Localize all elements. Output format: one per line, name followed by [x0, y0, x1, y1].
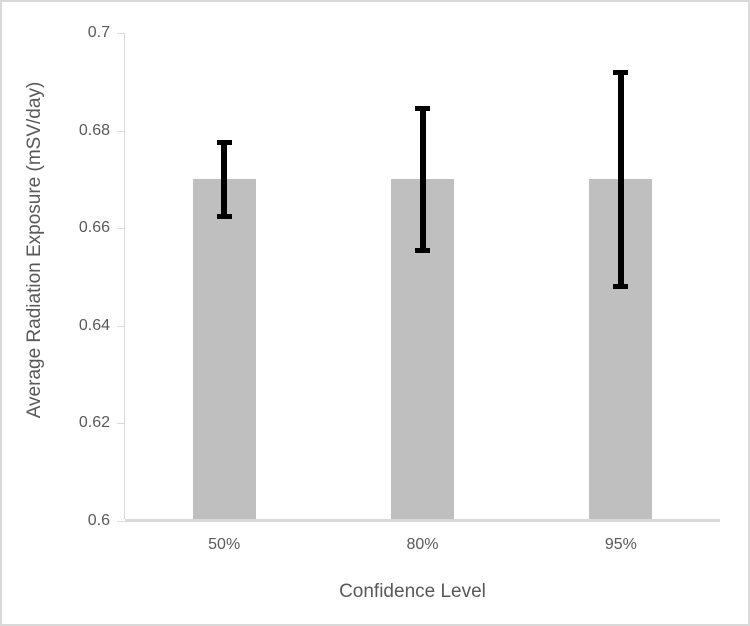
- y-tick-mark: [117, 521, 125, 522]
- y-tick-label: 0.64: [78, 316, 110, 334]
- y-tick-mark: [117, 130, 125, 132]
- x-axis-title: Confidence Level: [339, 581, 486, 602]
- x-category-label: 50%: [208, 536, 241, 553]
- error-bar-cap-bottom: [216, 213, 232, 219]
- y-tick-label: 0.7: [87, 24, 110, 41]
- error-bar-cap-bottom: [613, 284, 629, 290]
- y-tick-mark: [117, 228, 125, 230]
- y-tick-label: 0.62: [78, 414, 110, 432]
- error-bar-cap-bottom: [415, 247, 430, 253]
- error-bar-stem: [617, 72, 624, 287]
- error-bar-cap-top: [613, 69, 629, 75]
- error-bar-stem: [221, 142, 228, 216]
- y-tick-label: 0.6: [87, 512, 110, 529]
- y-tick-mark: [117, 33, 125, 34]
- y-axis-line: [124, 33, 125, 519]
- bar: [192, 179, 256, 521]
- x-category-label: 80%: [406, 536, 439, 553]
- x-axis-line: [125, 519, 720, 522]
- error-bar-cap-top: [216, 140, 232, 146]
- error-bar-stem: [419, 108, 426, 251]
- y-tick-mark: [117, 423, 125, 425]
- y-tick-label: 0.68: [78, 121, 110, 139]
- error-bar-cap-top: [415, 106, 430, 112]
- y-tick-label: 0.66: [78, 219, 110, 237]
- x-category-label: 95%: [604, 536, 637, 553]
- y-tick-mark: [117, 325, 125, 327]
